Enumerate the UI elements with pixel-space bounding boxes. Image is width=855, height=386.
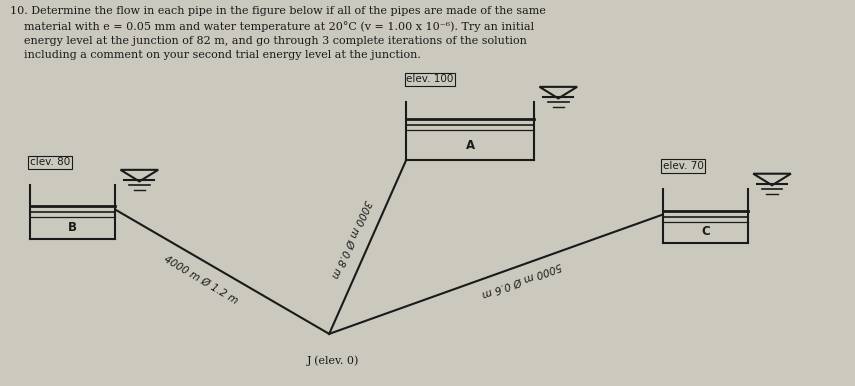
Text: 5000 m Ø 0.6 m: 5000 m Ø 0.6 m — [481, 261, 563, 300]
Text: A: A — [466, 139, 475, 152]
Text: J (elev. 0): J (elev. 0) — [307, 355, 360, 366]
Text: 3000 m Ø 0.8 m: 3000 m Ø 0.8 m — [329, 199, 372, 280]
Text: C: C — [701, 225, 710, 238]
Text: 4000 m Ø 1.2 m: 4000 m Ø 1.2 m — [162, 254, 239, 305]
Text: 10. Determine the flow in each pipe in the figure below if all of the pipes are : 10. Determine the flow in each pipe in t… — [10, 6, 546, 60]
Text: elev. 70: elev. 70 — [663, 161, 704, 171]
Text: B: B — [68, 221, 77, 234]
Text: clev. 80: clev. 80 — [30, 157, 70, 167]
Text: elev. 100: elev. 100 — [406, 74, 453, 84]
